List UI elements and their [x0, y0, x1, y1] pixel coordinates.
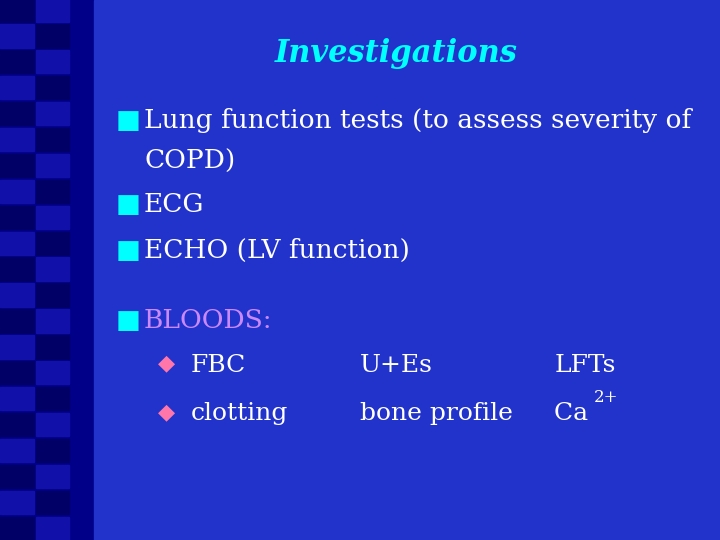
- Bar: [36, 154, 69, 177]
- Bar: [36, 284, 69, 307]
- Bar: [0, 102, 34, 125]
- Bar: [0, 309, 34, 333]
- Bar: [0, 0, 94, 540]
- Bar: [36, 387, 69, 410]
- Bar: [36, 180, 69, 203]
- Bar: [0, 24, 34, 48]
- Bar: [0, 258, 34, 281]
- Bar: [0, 50, 34, 73]
- Text: BLOODS:: BLOODS:: [144, 308, 273, 333]
- Text: Lung function tests (to assess severity of: Lung function tests (to assess severity …: [144, 108, 691, 133]
- Text: ■: ■: [115, 238, 140, 264]
- Text: Ca: Ca: [554, 402, 597, 426]
- Bar: [36, 0, 69, 22]
- Text: ◆: ◆: [158, 402, 176, 422]
- Text: U+Es: U+Es: [360, 354, 433, 377]
- Bar: [0, 361, 34, 384]
- Bar: [36, 206, 69, 229]
- Bar: [36, 102, 69, 125]
- Text: clotting: clotting: [191, 402, 288, 426]
- Bar: [36, 335, 69, 359]
- Bar: [0, 284, 34, 307]
- Bar: [36, 232, 69, 255]
- Text: ■: ■: [115, 308, 140, 334]
- Bar: [36, 517, 69, 540]
- Bar: [0, 439, 34, 462]
- Text: Investigations: Investigations: [274, 38, 518, 69]
- Bar: [0, 76, 34, 99]
- Bar: [36, 413, 69, 436]
- Bar: [36, 24, 69, 48]
- Bar: [0, 465, 34, 488]
- Bar: [94, 0, 720, 540]
- Bar: [36, 465, 69, 488]
- Text: bone profile: bone profile: [360, 402, 513, 426]
- Text: LFTs: LFTs: [554, 354, 616, 377]
- Bar: [36, 439, 69, 462]
- Text: 2+: 2+: [594, 389, 618, 406]
- Text: ECG: ECG: [144, 192, 204, 217]
- Text: ◆: ◆: [158, 354, 176, 374]
- Bar: [0, 206, 34, 229]
- Bar: [0, 335, 34, 359]
- Bar: [0, 387, 34, 410]
- Bar: [0, 517, 34, 540]
- Bar: [0, 128, 34, 151]
- Text: ■: ■: [115, 192, 140, 218]
- Bar: [0, 180, 34, 203]
- Bar: [36, 128, 69, 151]
- Bar: [36, 491, 69, 514]
- Bar: [36, 76, 69, 99]
- Bar: [36, 258, 69, 281]
- Text: COPD): COPD): [144, 148, 235, 173]
- Text: FBC: FBC: [191, 354, 246, 377]
- Bar: [0, 154, 34, 177]
- Text: ■: ■: [115, 108, 140, 134]
- Text: ECHO (LV function): ECHO (LV function): [144, 238, 410, 262]
- Bar: [0, 491, 34, 514]
- Bar: [36, 309, 69, 333]
- Bar: [0, 413, 34, 436]
- Bar: [36, 361, 69, 384]
- Bar: [0, 0, 34, 22]
- Bar: [36, 50, 69, 73]
- Bar: [0, 232, 34, 255]
